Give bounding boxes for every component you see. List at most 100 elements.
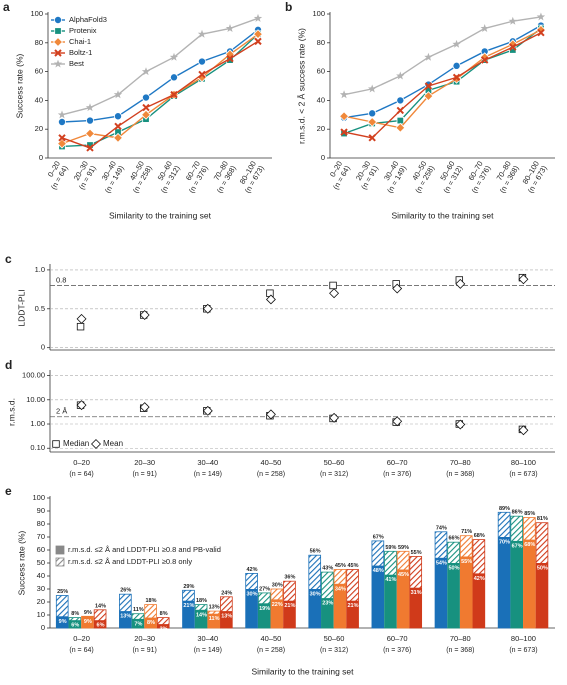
y-axis-label: Success rate (%) <box>16 530 26 595</box>
legend-label: Chai-1 <box>69 37 91 46</box>
marker <box>113 132 123 143</box>
total-label: 36% <box>284 575 295 581</box>
marker <box>368 134 376 142</box>
x-axis-label: Similarity to the training set <box>251 666 354 676</box>
total-label: 45% <box>347 563 358 569</box>
bar-valid <box>207 613 220 628</box>
bar-valid <box>536 563 548 628</box>
marker <box>452 61 461 70</box>
series-line <box>61 17 259 116</box>
marker <box>58 118 67 127</box>
x-tick-group: 70–80(n = 368) <box>212 159 238 194</box>
bar-valid <box>435 557 447 628</box>
total-label: 8% <box>71 611 79 617</box>
y-tick-label: 10 <box>37 610 45 619</box>
x-tick-count: (n = 258) <box>257 647 285 654</box>
series-line <box>343 16 542 96</box>
total-label: 67% <box>373 534 384 540</box>
x-tick-group: 60–70(n = 376) <box>184 159 210 194</box>
total-label: 29% <box>183 584 194 590</box>
marker <box>141 67 151 76</box>
y-axis-label: LDDT-PLI <box>16 289 26 326</box>
value-label: 9% <box>84 619 92 625</box>
y-tick-label: 0 <box>39 153 43 162</box>
value-label: 19% <box>259 606 270 612</box>
y-axis-label: r.m.s.d. <box>6 398 16 426</box>
x-tick-label: 60–70 <box>387 634 408 643</box>
panel-label: c <box>5 252 12 266</box>
marker <box>537 29 545 37</box>
y-tick-label: 100 <box>30 9 43 18</box>
value-label: 11% <box>209 616 220 622</box>
marker <box>518 425 529 436</box>
x-tick-group: 40–50(n = 258) <box>128 159 154 194</box>
value-label: 13% <box>120 614 131 620</box>
bar-valid <box>308 589 321 628</box>
marker <box>202 303 213 314</box>
x-tick-label: 20–30 <box>134 634 155 643</box>
x-tick-count: (n = 149) <box>194 471 222 478</box>
y-axis-label: r.m.s.d. < 2 Å success rate (%) <box>296 28 306 144</box>
y-tick-label: 50 <box>37 558 45 567</box>
x-tick-count: (n = 673) <box>509 647 537 654</box>
total-label: 45% <box>335 563 346 569</box>
marker <box>479 52 490 63</box>
legend-key <box>55 545 65 555</box>
series-line <box>343 29 542 129</box>
x-tick-label: 70–80 <box>450 634 471 643</box>
marker <box>480 56 489 64</box>
marker <box>396 71 405 80</box>
total-label: 18% <box>145 598 156 604</box>
y-tick-label: 20 <box>37 597 45 606</box>
value-label: 6% <box>71 623 79 629</box>
bar-valid <box>144 617 157 628</box>
marker <box>339 90 349 99</box>
bar-valid <box>56 616 69 628</box>
marker <box>329 412 340 423</box>
x-tick-label: 40–50 <box>261 458 282 467</box>
x-tick-count: (n = 368) <box>446 647 474 654</box>
marker <box>368 84 377 93</box>
x-axis-label: Similarity to the training set <box>391 210 494 220</box>
total-label: 56% <box>310 549 321 555</box>
marker <box>169 73 178 82</box>
bar-valid <box>346 600 359 628</box>
total-label: 55% <box>411 550 422 556</box>
x-tick-label: 30–40 <box>197 458 218 467</box>
x-tick-count: (n = 64) <box>69 471 93 478</box>
x-tick-group: 70–80(n = 368) <box>495 159 521 194</box>
total-label: 42% <box>246 567 257 573</box>
marker <box>340 129 348 138</box>
y-tick-label: 30 <box>37 584 45 593</box>
legend-key <box>55 557 65 567</box>
x-tick-label: 80–100 <box>511 458 536 467</box>
total-label: 11% <box>133 607 144 613</box>
series-line <box>343 24 542 119</box>
total-label: 71% <box>461 529 472 535</box>
marker <box>392 283 403 294</box>
x-tick-label: 40–50 <box>261 634 282 643</box>
value-label: 9% <box>59 619 67 625</box>
x-tick-count: (n = 91) <box>133 471 157 478</box>
bar-valid <box>182 600 195 628</box>
marker <box>254 37 262 46</box>
y-tick-label: 20 <box>35 124 43 133</box>
marker <box>392 416 403 427</box>
total-label: 30% <box>272 582 283 588</box>
total-label: 89% <box>499 506 510 512</box>
x-tick-group: 30–40(n = 149) <box>100 159 126 194</box>
marker <box>480 24 489 32</box>
bar-valid <box>472 573 485 628</box>
marker <box>76 313 87 324</box>
y-tick-label: 40 <box>35 95 43 104</box>
y-tick-label: 40 <box>37 571 45 580</box>
marker <box>91 439 101 449</box>
marker <box>424 82 433 90</box>
x-tick-group: 50–60(n = 312) <box>438 159 464 194</box>
value-label: 45% <box>398 572 409 578</box>
bar-valid <box>283 600 296 628</box>
x-tick-group: 0–20(n = 64) <box>46 159 70 191</box>
y-tick-label: 80 <box>317 38 325 47</box>
bar-valid <box>258 603 271 628</box>
